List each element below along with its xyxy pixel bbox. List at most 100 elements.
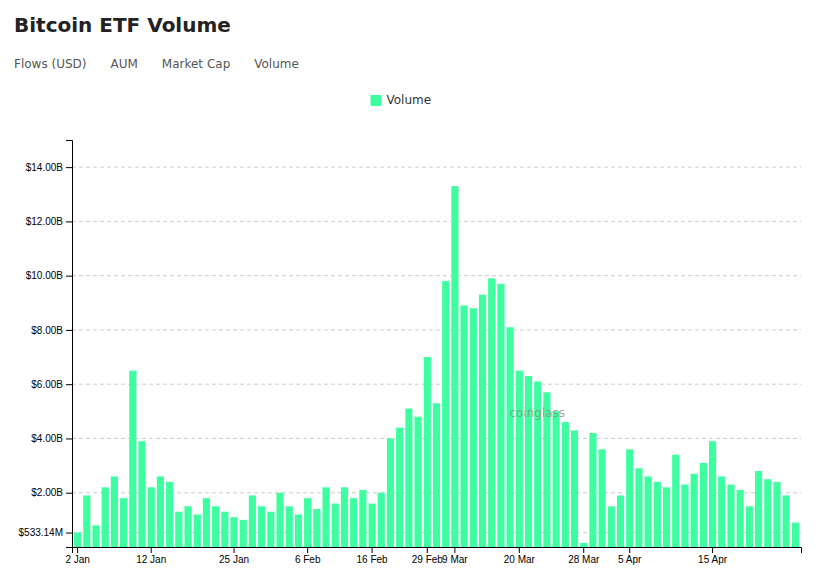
y-tick-mark — [66, 167, 72, 168]
bar — [783, 495, 790, 547]
bar — [663, 487, 670, 547]
y-tick-label: $533.14M — [19, 527, 63, 538]
bar — [240, 520, 247, 547]
x-tick-mark — [307, 547, 308, 553]
bar — [322, 487, 329, 547]
bar — [378, 493, 385, 547]
plot-area: $533.14M $2.00B $4.00B $6.00B $8.00B $10.00B $… — [19, 141, 802, 566]
bar — [166, 482, 173, 547]
bar — [405, 409, 412, 547]
y-tick: $4.00B — [31, 433, 72, 444]
bar — [507, 327, 514, 547]
grid-line — [72, 167, 801, 168]
y-tick-mark — [66, 493, 72, 494]
bar — [424, 357, 431, 547]
y-tick: $12.00B — [26, 216, 72, 227]
bar — [488, 278, 495, 547]
bar — [102, 487, 109, 547]
tab-label: Flows (USD) — [14, 57, 86, 71]
bar — [267, 512, 274, 547]
x-tick-label: 20 Mar — [504, 554, 536, 565]
legend-label: Volume — [387, 93, 432, 107]
bar — [212, 506, 219, 547]
bar — [709, 441, 716, 547]
y-tick-label: $12.00B — [26, 216, 64, 227]
bar — [148, 487, 155, 547]
bar — [396, 428, 403, 547]
y-tick-mark — [66, 330, 72, 331]
bar — [83, 495, 90, 547]
bar — [350, 498, 357, 547]
x-tick: 29 Feb — [412, 547, 444, 565]
legend-item: Volume — [371, 93, 432, 107]
grid-line — [72, 329, 801, 330]
x-tick: 6 Feb — [295, 547, 321, 565]
bar — [433, 403, 440, 547]
x-tick-mark — [151, 547, 152, 553]
bar — [129, 371, 136, 547]
bar — [635, 468, 642, 547]
bar — [461, 306, 468, 547]
tab-label: AUM — [110, 57, 137, 71]
bar — [359, 490, 366, 547]
legend-swatch — [371, 95, 382, 106]
bar — [672, 455, 679, 547]
bar — [681, 485, 688, 547]
x-tick: 28 Mar — [568, 547, 600, 565]
tab-label: Market Cap — [162, 57, 230, 71]
bar — [304, 498, 311, 547]
bar — [755, 471, 762, 547]
x-tick: 12 Jan — [136, 547, 166, 565]
bar — [470, 308, 477, 547]
tab-label: Volume — [254, 57, 299, 71]
x-tick-mark — [372, 547, 373, 553]
y-tick-label: $2.00B — [31, 487, 63, 498]
bar — [184, 506, 191, 547]
bar — [608, 506, 615, 547]
x-tick: 15 Apr — [698, 547, 728, 565]
y-tick-label: $6.00B — [31, 379, 63, 390]
x-tick: 20 Mar — [504, 547, 536, 565]
x-tick-mark — [629, 547, 630, 553]
bar — [562, 422, 569, 547]
bar — [415, 417, 422, 547]
bar — [157, 476, 164, 547]
bar — [313, 509, 320, 547]
x-tick-label: 9 Mar — [442, 554, 468, 565]
y-tick-label: $8.00B — [31, 325, 63, 336]
bar — [571, 430, 578, 547]
title: Bitcoin ETF Volume — [14, 13, 231, 37]
bar — [175, 512, 182, 547]
x-tick-mark — [77, 547, 78, 553]
bar — [773, 482, 780, 547]
bar — [525, 376, 532, 547]
y-tick-mark — [66, 438, 72, 439]
bar — [341, 487, 348, 547]
bar — [111, 476, 118, 547]
x-tick-label: 15 Apr — [698, 554, 728, 565]
bar — [92, 525, 99, 547]
bar — [368, 504, 375, 547]
x-tick-mark — [427, 547, 428, 553]
bar — [258, 506, 265, 547]
bar — [249, 495, 256, 547]
x-tick: 5 Apr — [618, 547, 642, 565]
x-tick-mark — [712, 547, 713, 553]
x-tick-label: 5 Apr — [618, 554, 642, 565]
bar — [138, 441, 145, 547]
y-tick-mark — [66, 276, 72, 277]
y-tick: $10.00B — [26, 270, 72, 281]
bar — [792, 523, 799, 547]
bar — [442, 281, 449, 547]
y-tick-mark — [66, 221, 72, 222]
y-axis-line — [66, 141, 73, 548]
x-tick-mark — [454, 547, 455, 553]
watermark: coinglass — [509, 406, 565, 420]
x-tick: 2 Jan — [65, 547, 89, 565]
y-tick-mark — [66, 533, 72, 534]
y-tick: $2.00B — [31, 487, 72, 498]
bar — [727, 485, 734, 547]
x-tick-label: 29 Feb — [412, 554, 444, 565]
x-axis-line — [73, 548, 802, 554]
bar — [589, 433, 596, 547]
